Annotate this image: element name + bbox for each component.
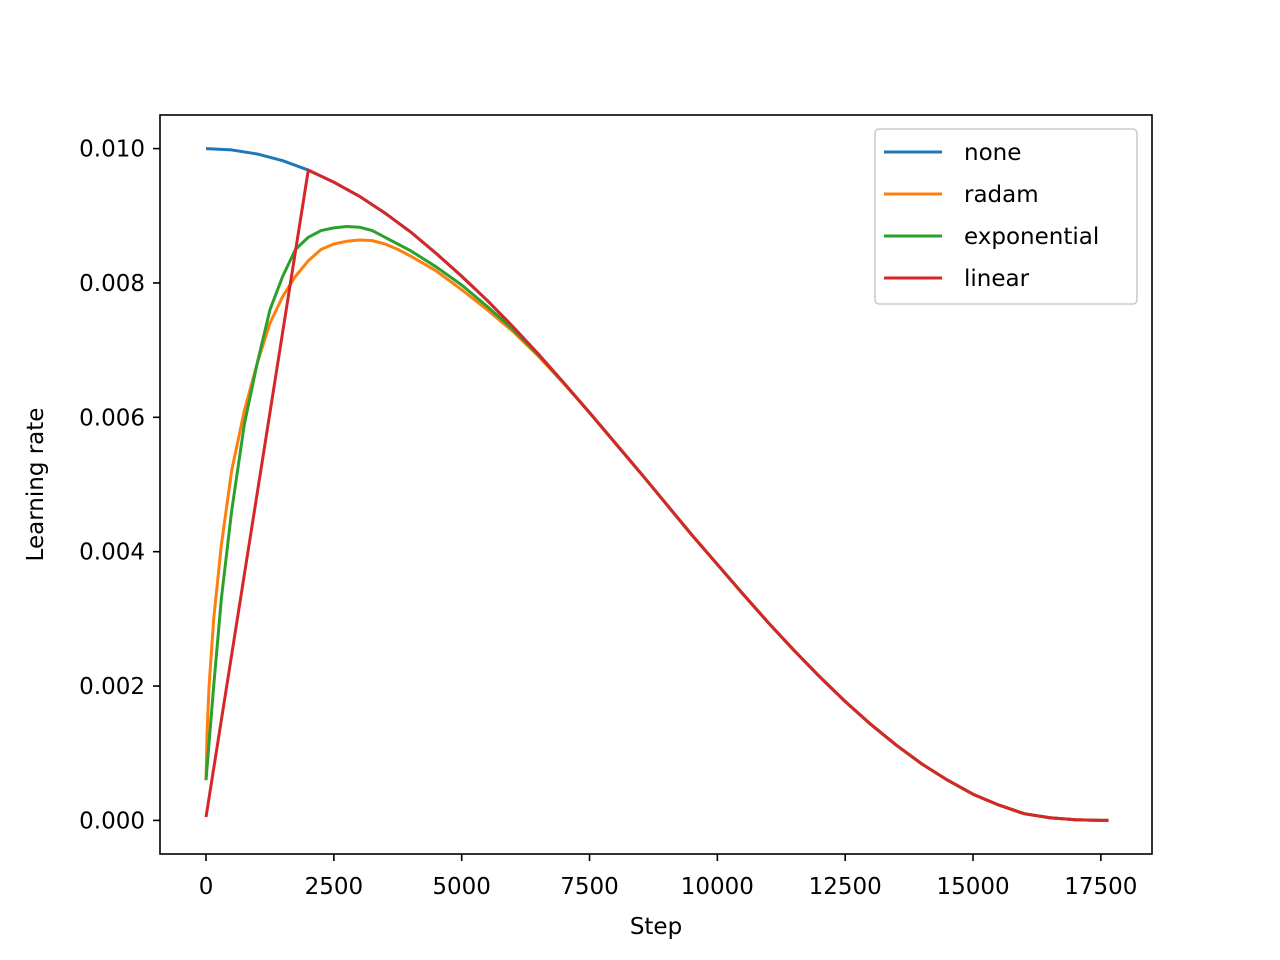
series-line-linear [204,168,1109,822]
x-tick-label: 7500 [560,874,619,900]
legend-label-linear: linear [964,266,1030,292]
plot-lines [204,147,1109,822]
legend-box [874,128,1138,305]
y-tick-label: 0.000 [79,808,145,834]
y-tick-label: 0.008 [79,271,145,297]
x-tick-label: 2500 [305,874,364,900]
y-tick-label: 0.006 [79,405,145,431]
y-tick-label: 0.002 [79,674,145,700]
x-tick-label: 15000 [936,874,1009,900]
x-tick-label: 10000 [681,874,754,900]
y-tick-label: 0.004 [79,540,145,566]
legend-label-radam: radam [964,182,1039,208]
y-tick-label: 0.010 [79,137,145,163]
x-tick-label: 12500 [809,874,882,900]
y-axis-label: Learning rate [23,408,49,562]
legend-label-exponential: exponential [964,224,1099,250]
plot-frame [159,114,1153,855]
legend-label-none: none [964,140,1021,166]
x-axis-label: Step [630,914,682,940]
x-tick-label: 0 [199,874,214,900]
legend: none radam exponential linear [874,128,1138,305]
x-tick-label: 5000 [432,874,491,900]
y-ticks: 0.000 0.002 0.004 0.006 0.008 0.010 [79,137,160,834]
x-ticks: 0 2500 5000 7500 10000 12500 15000 17500 [199,854,1137,900]
x-tick-label: 17500 [1064,874,1137,900]
